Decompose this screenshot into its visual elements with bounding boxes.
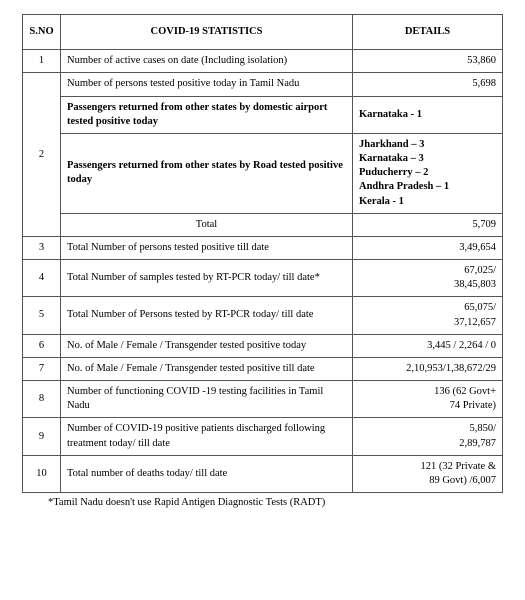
table-row: 1 Number of active cases on date (Includ… [23, 50, 503, 73]
cell-stat-total: Total [61, 213, 353, 236]
cell-stat: Passengers returned from other states by… [61, 133, 353, 213]
table-row: 3 Total Number of persons tested positiv… [23, 236, 503, 259]
footnote: *Tamil Nadu doesn't use Rapid Antigen Di… [22, 493, 503, 508]
cell-sno: 9 [23, 418, 61, 455]
cell-stat: No. of Male / Female / Transgender teste… [61, 334, 353, 357]
cell-det: 5,850/2,89,787 [353, 418, 503, 455]
cell-stat: Total number of deaths today/ till date [61, 455, 353, 492]
cell-det: Jharkhand – 3Karnataka – 3Puducherry – 2… [353, 133, 503, 213]
header-stat: COVID-19 STATISTICS [61, 15, 353, 50]
cell-stat: Number of active cases on date (Includin… [61, 50, 353, 73]
cell-det: 3,445 / 2,264 / 0 [353, 334, 503, 357]
table-row: Total 5,709 [23, 213, 503, 236]
cell-sno: 10 [23, 455, 61, 492]
table-row: 4 Total Number of samples tested by RT-P… [23, 260, 503, 297]
cell-sno: 1 [23, 50, 61, 73]
table-row: 8 Number of functioning COVID -19 testin… [23, 381, 503, 418]
cell-stat: Number of persons tested positive today … [61, 73, 353, 96]
cell-det: 136 (62 Govt+74 Private) [353, 381, 503, 418]
cell-det: 2,10,953/1,38,672/29 [353, 357, 503, 380]
cell-det: Karnataka - 1 [353, 96, 503, 133]
table-row: 2 Number of persons tested positive toda… [23, 73, 503, 96]
header-sno: S.NO [23, 15, 61, 50]
page: S.NO COVID-19 STATISTICS DETAILS 1 Numbe… [0, 0, 525, 600]
cell-det: 53,860 [353, 50, 503, 73]
cell-det: 5,698 [353, 73, 503, 96]
table-row: 9 Number of COVID-19 positive patients d… [23, 418, 503, 455]
cell-sno: 8 [23, 381, 61, 418]
cell-stat: Passengers returned from other states by… [61, 96, 353, 133]
cell-sno: 6 [23, 334, 61, 357]
cell-stat: No. of Male / Female / Transgender teste… [61, 357, 353, 380]
cell-sno: 4 [23, 260, 61, 297]
cell-det: 5,709 [353, 213, 503, 236]
cell-stat: Number of functioning COVID -19 testing … [61, 381, 353, 418]
cell-sno: 7 [23, 357, 61, 380]
table-row: 6 No. of Male / Female / Transgender tes… [23, 334, 503, 357]
cell-det: 121 (32 Private &89 Govt) /6,007 [353, 455, 503, 492]
cell-det: 67,025/38,45,803 [353, 260, 503, 297]
cell-det: 3,49,654 [353, 236, 503, 259]
header-details: DETAILS [353, 15, 503, 50]
cell-sno: 3 [23, 236, 61, 259]
cell-det: 65,075/37,12,657 [353, 297, 503, 334]
table-row: Passengers returned from other states by… [23, 96, 503, 133]
cell-stat: Total Number of Persons tested by RT-PCR… [61, 297, 353, 334]
table-row: Passengers returned from other states by… [23, 133, 503, 213]
table-row: 7 No. of Male / Female / Transgender tes… [23, 357, 503, 380]
table-row: 5 Total Number of Persons tested by RT-P… [23, 297, 503, 334]
covid-stats-table: S.NO COVID-19 STATISTICS DETAILS 1 Numbe… [22, 14, 503, 493]
cell-stat: Number of COVID-19 positive patients dis… [61, 418, 353, 455]
cell-sno: 5 [23, 297, 61, 334]
cell-sno: 2 [23, 73, 61, 237]
cell-stat: Total Number of persons tested positive … [61, 236, 353, 259]
cell-stat: Total Number of samples tested by RT-PCR… [61, 260, 353, 297]
table-row: 10 Total number of deaths today/ till da… [23, 455, 503, 492]
table-header-row: S.NO COVID-19 STATISTICS DETAILS [23, 15, 503, 50]
